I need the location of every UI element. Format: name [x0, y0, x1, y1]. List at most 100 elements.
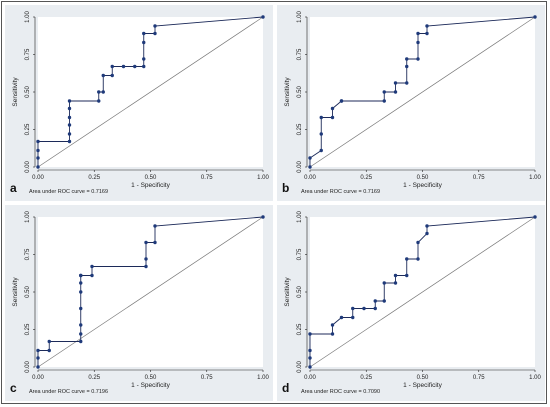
x-tick-label: 1.00 — [257, 175, 269, 181]
roc-point — [351, 315, 355, 320]
panel-b: 0.00 0.25 0.50 0.75 1.00 0.00 0.25 0.50 0.75 1.00… — [277, 5, 545, 201]
x-tick-label: 0.00 — [32, 175, 44, 181]
x-tick-label: 0.25 — [360, 375, 372, 381]
roc-point — [382, 299, 386, 303]
roc-point — [373, 306, 377, 311]
x-tick-label: 1.00 — [529, 375, 541, 381]
roc-point — [144, 257, 148, 261]
panel-d: 0.00 0.25 0.50 0.75 1.00 0.00 0.25 0.50 0.75 1.00… — [277, 205, 545, 401]
roc-point — [425, 224, 429, 228]
y-tick-label: 0.75 — [297, 48, 303, 60]
panel-letter-c: c — [10, 381, 17, 395]
roc-point — [110, 64, 114, 69]
roc-point — [261, 15, 265, 19]
y-tick-label: 0.75 — [297, 248, 303, 260]
roc-point — [79, 290, 83, 294]
roc-point — [382, 90, 386, 94]
x-tick-label: 0.00 — [304, 175, 316, 181]
auc-note-d: Area under ROC curve = 0.7090 — [301, 389, 381, 395]
roc-point — [416, 257, 420, 261]
y-tick-label: 0.75 — [25, 248, 31, 260]
x-tick-label: 1.00 — [529, 175, 541, 181]
roc-point — [405, 257, 409, 261]
roc-point — [533, 15, 537, 19]
roc-chart-d: 0.00 0.25 0.50 0.75 1.00 0.00 0.25 0.50 0.75 1.00… — [284, 211, 541, 389]
y-axis-title: Sensitivity — [12, 277, 19, 307]
roc-point — [382, 281, 386, 285]
roc-point — [36, 365, 40, 369]
roc-point — [405, 64, 409, 69]
roc-point — [101, 90, 105, 94]
y-axis-title: Sensitivity — [284, 77, 291, 107]
reference-line — [37, 216, 264, 368]
roc-point — [330, 106, 335, 111]
roc-point — [79, 306, 83, 311]
roc-point — [153, 224, 157, 228]
y-tick-label: 1.00 — [297, 211, 303, 223]
x-axis-title: 1 - Specificity — [403, 382, 442, 389]
roc-point — [393, 81, 398, 85]
auc-note-c: Area under ROC curve = 0.7196 — [29, 389, 109, 395]
roc-point — [121, 64, 126, 69]
y-tick-label: 0.00 — [25, 161, 31, 173]
reference-line — [309, 216, 536, 368]
y-tick-label: 1.00 — [25, 211, 31, 223]
roc-point — [330, 323, 335, 327]
roc-point — [393, 281, 398, 285]
roc-point — [416, 31, 420, 36]
y-tick-label: 1.00 — [25, 11, 31, 23]
roc-point — [47, 348, 51, 353]
roc-point — [142, 40, 146, 45]
x-tick-label: 0.25 — [88, 175, 100, 181]
roc-point — [90, 264, 94, 269]
roc-point — [36, 139, 40, 144]
roc-point — [339, 315, 344, 320]
roc-point — [319, 115, 323, 120]
roc-point — [79, 281, 83, 285]
roc-point — [142, 57, 146, 61]
roc-point — [373, 299, 377, 303]
roc-point — [36, 356, 40, 360]
x-tick-label: 0.00 — [32, 375, 44, 381]
roc-point — [144, 240, 148, 245]
roc-point — [153, 31, 157, 36]
x-tick-label: 0.75 — [473, 175, 485, 181]
roc-point — [79, 323, 83, 327]
roc-point — [47, 339, 51, 344]
y-tick-label: 0.25 — [25, 323, 31, 335]
y-tick-label: 0.00 — [297, 361, 303, 373]
auc-note-b: Area under ROC curve = 0.7169 — [301, 189, 381, 195]
x-tick-label: 0.75 — [201, 375, 213, 381]
roc-point — [330, 332, 335, 336]
roc-point — [308, 365, 312, 369]
y-tick-label: 0.00 — [297, 161, 303, 173]
roc-point — [382, 99, 386, 103]
roc-point — [142, 31, 146, 36]
x-tick-label: 0.75 — [473, 375, 485, 381]
y-tick-label: 0.75 — [25, 48, 31, 60]
roc-point — [153, 240, 157, 245]
roc-point — [533, 215, 537, 219]
panel-letter-d: d — [282, 381, 290, 395]
y-tick-label: 0.50 — [25, 86, 31, 98]
roc-point — [308, 356, 312, 360]
auc-note-a: Area under ROC curve = 0.7169 — [29, 189, 109, 195]
roc-point — [416, 57, 420, 61]
y-tick-label: 1.00 — [297, 11, 303, 23]
x-tick-label: 0.50 — [417, 175, 429, 181]
panel-c: 0.00 0.25 0.50 0.75 1.00 0.00 0.25 0.50 0.75 1.00… — [5, 205, 273, 401]
roc-point — [261, 215, 265, 219]
roc-point — [133, 64, 137, 69]
y-tick-label: 0.25 — [25, 123, 31, 135]
roc-point — [362, 306, 366, 311]
x-tick-label: 0.50 — [145, 375, 157, 381]
y-axis-title: Sensitivity — [284, 277, 291, 307]
roc-point — [101, 73, 105, 78]
panel-letter-b: b — [282, 181, 290, 195]
roc-point — [425, 231, 429, 236]
y-tick-label: 0.50 — [297, 286, 303, 298]
roc-point — [405, 273, 409, 278]
roc-point — [153, 24, 157, 28]
y-tick-label: 0.25 — [297, 123, 303, 135]
